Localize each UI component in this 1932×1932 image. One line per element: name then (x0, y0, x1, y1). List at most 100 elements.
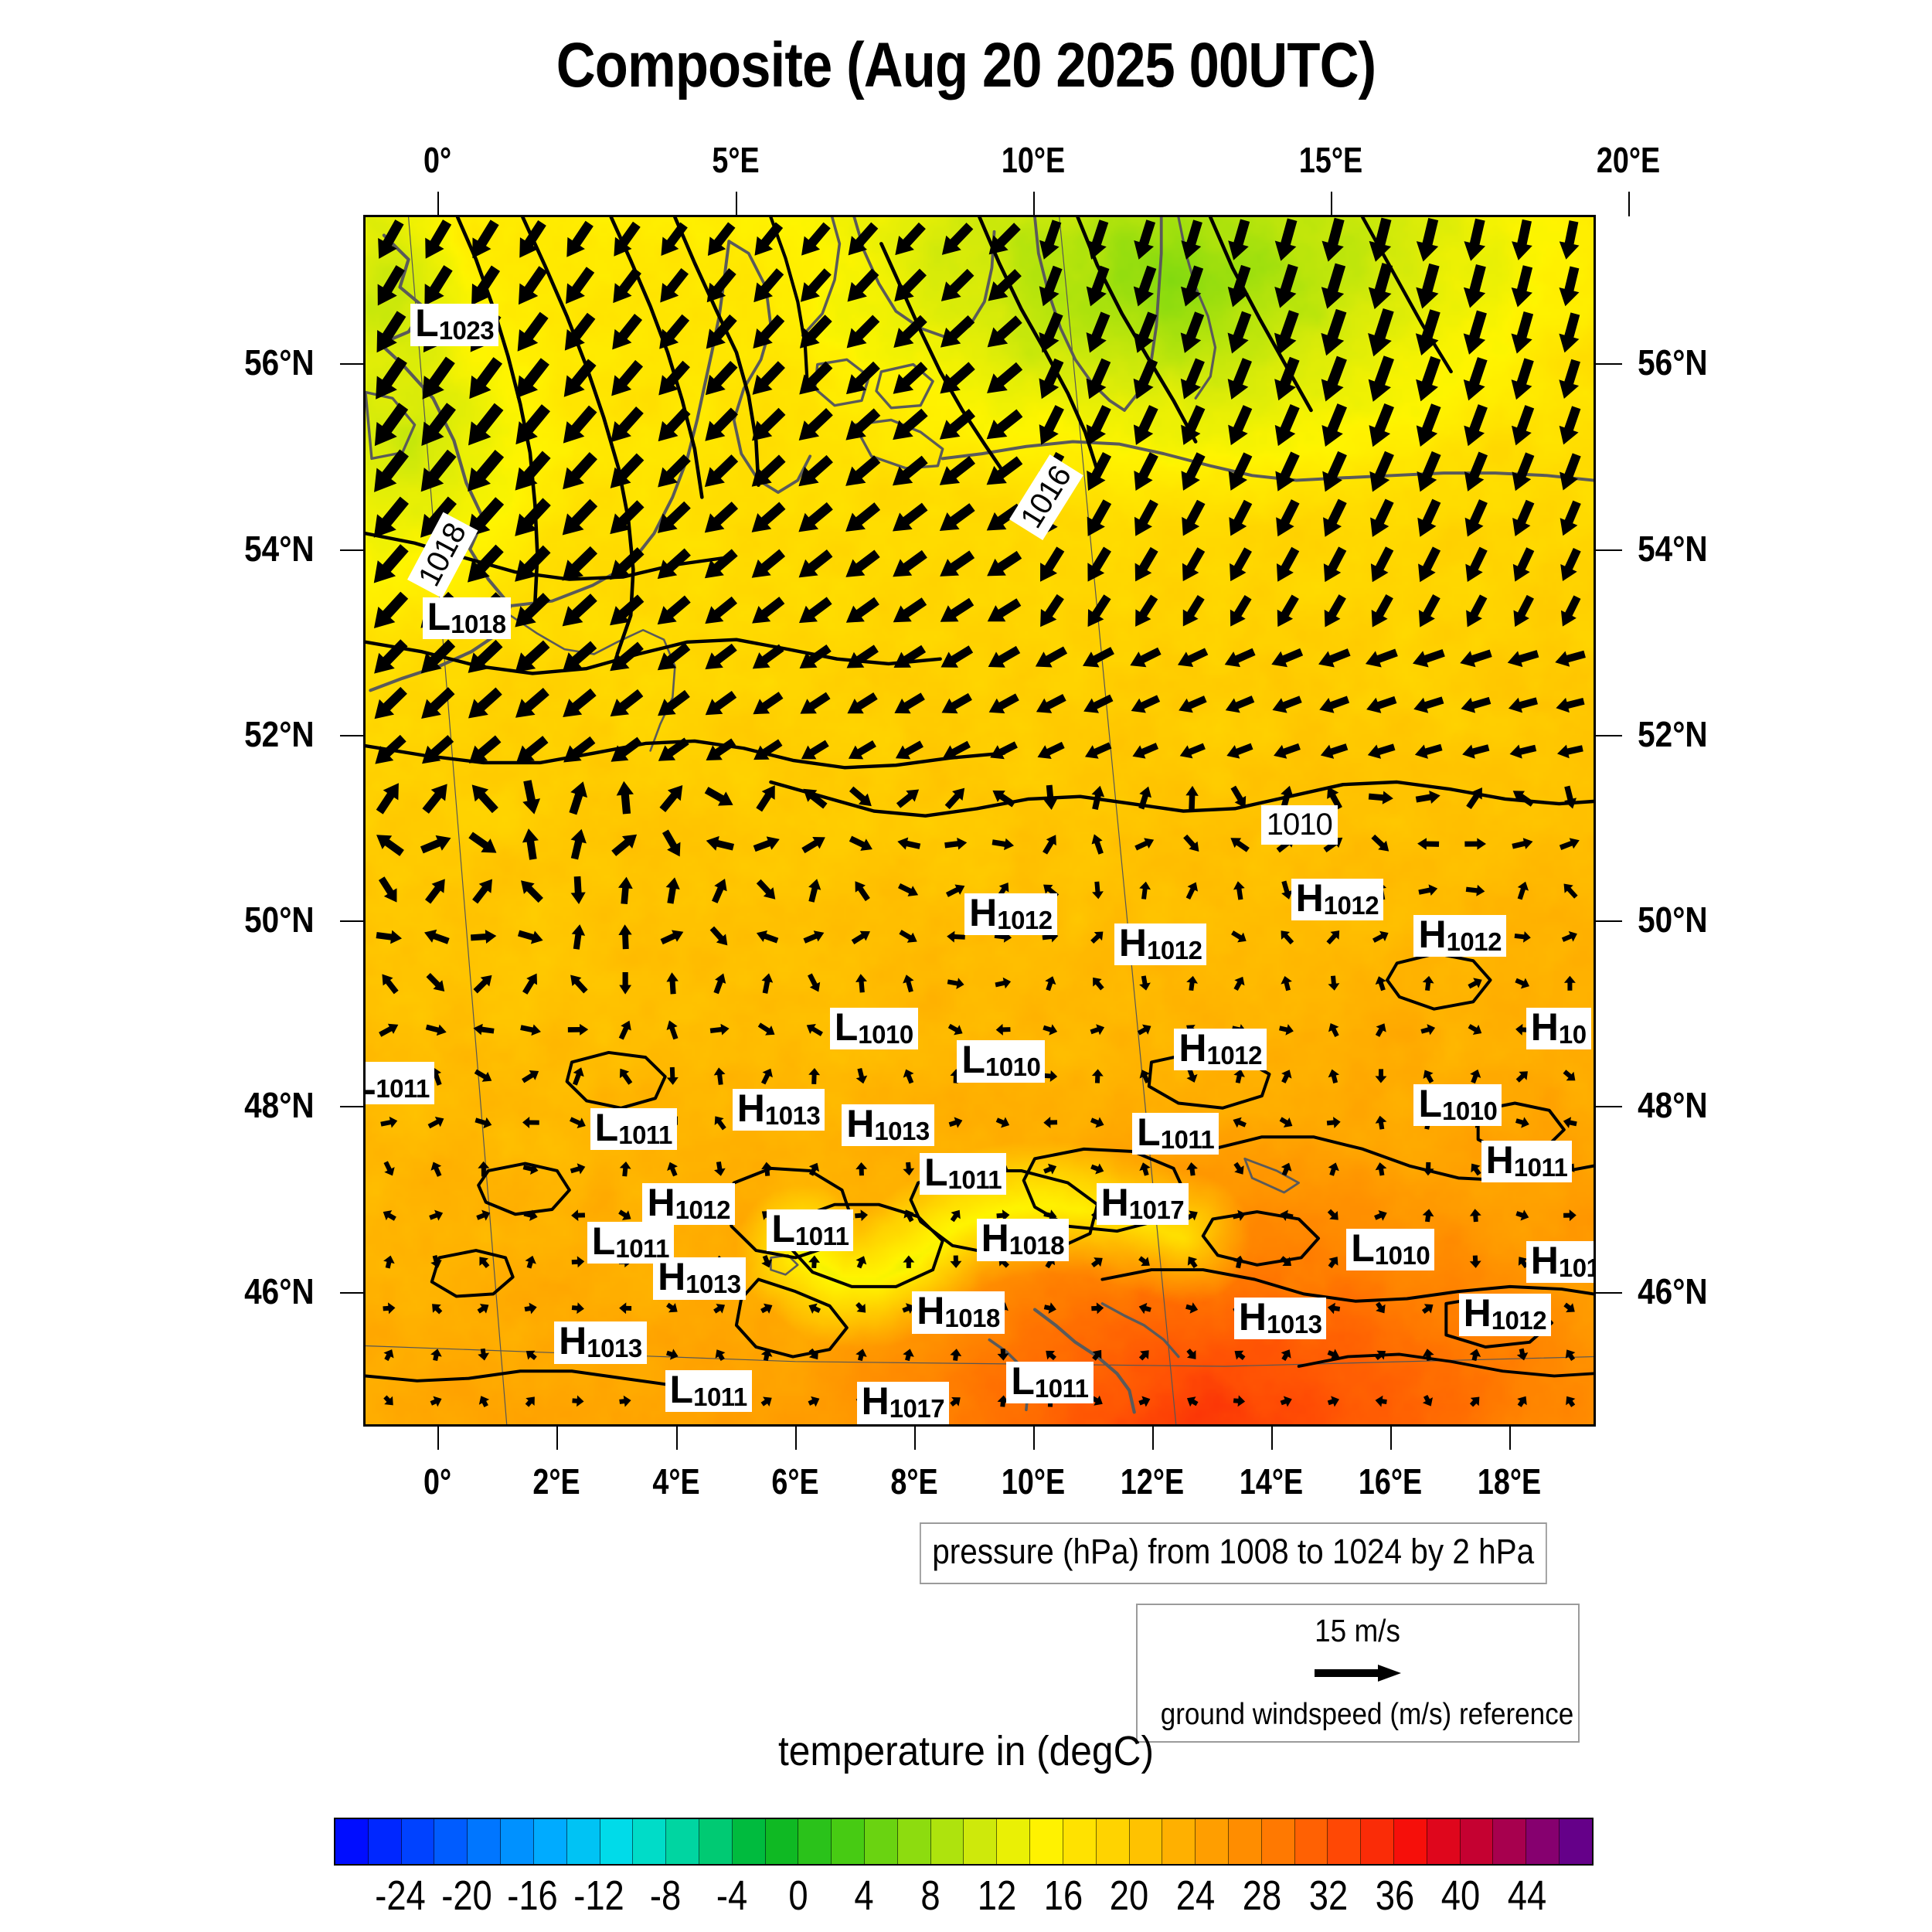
pressure-center-value: 1010 (1442, 1096, 1498, 1125)
pressure-center-symbol: H (861, 1379, 889, 1423)
pressure-center-value: 1010 (1374, 1240, 1430, 1270)
lon-label-bottom: 14°E (1239, 1461, 1304, 1502)
pressure-center-symbol: H (917, 1289, 945, 1333)
pressure-center-symbol: L (669, 1367, 694, 1411)
colorbar-segment (1261, 1819, 1295, 1864)
lat-tick-left (340, 920, 365, 923)
colorbar-segment (533, 1819, 567, 1864)
wind-reference-legend: 15 m/s ground windspeed (m/s) reference (1136, 1604, 1580, 1743)
colorbar-segment (1096, 1819, 1130, 1864)
colorbar-segment (699, 1819, 733, 1864)
pressure-center-symbol: H (1485, 1138, 1514, 1182)
colorbar-segment (765, 1819, 799, 1864)
lat-label-left: 46°N (244, 1270, 315, 1311)
pressure-center-marker: L1011 (1132, 1113, 1219, 1155)
pressure-center-symbol: H (1530, 1005, 1559, 1049)
pressure-center-value: 1017 (1128, 1195, 1185, 1224)
pressure-center-marker: L1011 (919, 1150, 1007, 1195)
lat-tick-left (340, 1291, 365, 1294)
colorbar-segment (1560, 1819, 1592, 1864)
lon-label-bottom: 12°E (1120, 1461, 1185, 1502)
lat-label-right: 50°N (1638, 900, 1708, 940)
lon-tick-bottom (437, 1427, 440, 1450)
colorbar-segment (666, 1819, 699, 1864)
pressure-center-marker: H1018 (912, 1289, 1005, 1334)
pressure-center-marker: L1011 (590, 1107, 677, 1151)
lat-tick-left (340, 1106, 365, 1108)
pressure-center-value: 1011 (1513, 1152, 1568, 1182)
pressure-center-marker: H1012 (1413, 912, 1506, 957)
pressure-center-marker: H1012 (964, 893, 1057, 936)
pressure-center-value: 1012 (997, 905, 1053, 934)
lon-tick-bottom (1151, 1427, 1154, 1450)
lon-label-top: 5°E (711, 140, 760, 180)
pressure-center-value: 1013 (685, 1270, 741, 1299)
pressure-center-value: 1013 (587, 1334, 642, 1363)
lon-tick-bottom (913, 1427, 916, 1450)
lon-tick-bottom (1390, 1427, 1393, 1450)
pressure-center-marker: H1017 (856, 1379, 950, 1424)
pressure-center-marker: L1010 (829, 1008, 918, 1050)
lon-label-top: 20°E (1597, 140, 1661, 180)
pressure-center-marker: H1018 (976, 1219, 1070, 1261)
lat-tick-right (1596, 549, 1622, 551)
pressure-center-symbol: H (658, 1255, 686, 1299)
colorbar-tick-label: 36 (1375, 1872, 1414, 1919)
colorbar-tick-label: 16 (1043, 1872, 1083, 1919)
colorbar-segment (964, 1819, 998, 1864)
pressure-center-symbol: H (1118, 920, 1148, 964)
pressure-center-symbol: H (1418, 912, 1447, 956)
colorbar-segment (1361, 1819, 1394, 1864)
colorbar-tick-label: 8 (920, 1872, 940, 1919)
colorbar-segment (832, 1819, 865, 1864)
pressure-center-marker: L1010 (1413, 1083, 1502, 1126)
lon-label-bottom: 2°E (532, 1461, 581, 1502)
lat-label-right: 52°N (1638, 713, 1708, 754)
pressure-center-value: 1017 (889, 1394, 945, 1423)
pressure-center-value: 1011 (1160, 1125, 1215, 1154)
temperature-colorbar[interactable] (334, 1818, 1594, 1866)
lon-label-top: 0° (423, 140, 452, 180)
lat-tick-left (340, 363, 365, 366)
lat-tick-left (340, 549, 365, 551)
colorbar-segment (468, 1819, 502, 1864)
colorbar-segment (865, 1819, 898, 1864)
lon-label-bottom: 18°E (1478, 1461, 1542, 1502)
colorbar-segment (1493, 1819, 1527, 1864)
colorbar-segment (434, 1819, 468, 1864)
colorbar-segment (335, 1819, 369, 1864)
colorbar-title: temperature in (degC) (778, 1728, 1154, 1774)
lon-tick-top (1331, 192, 1333, 216)
lat-label-left: 56°N (244, 342, 315, 383)
lon-tick-bottom (675, 1427, 678, 1450)
pressure-center-marker: L1011 (767, 1209, 854, 1252)
pressure-center-symbol: H (1238, 1294, 1267, 1338)
pressure-center-value: 1011 (794, 1221, 849, 1250)
pressure-center-marker: L1023 (410, 304, 499, 346)
page-title: Composite (Aug 20 2025 00UTC) (556, 30, 1376, 100)
lat-tick-right (1596, 1106, 1622, 1108)
lon-label-bottom: 16°E (1359, 1461, 1423, 1502)
lon-label-bottom: 8°E (890, 1461, 938, 1502)
colorbar-tick-label: 4 (854, 1872, 874, 1919)
lon-label-bottom: 10°E (1001, 1461, 1065, 1502)
pressure-center-value: 1011 (693, 1382, 747, 1411)
pressure-center-symbol: L (923, 1150, 948, 1194)
pressure-center-value: 1011 (1034, 1373, 1089, 1403)
lat-tick-right (1596, 734, 1622, 736)
lat-label-right: 54°N (1638, 528, 1708, 569)
lat-label-left: 50°N (244, 900, 315, 940)
colorbar-tick-label: 12 (977, 1872, 1017, 1919)
pressure-center-value: 101 (1558, 1253, 1594, 1282)
pressure-center-value: 1010 (858, 1020, 913, 1049)
map-plot-area[interactable]: L1023L1018L1011L1011H1013H1013L1010L1010… (363, 215, 1596, 1427)
lon-label-top: 10°E (1001, 140, 1065, 180)
pressure-center-value: 1012 (1491, 1306, 1547, 1335)
pressure-center-value: 1012 (1206, 1040, 1263, 1070)
colorbar-segment (930, 1819, 964, 1864)
colorbar-tick-label: 0 (787, 1872, 808, 1919)
pressure-center-symbol: H (559, 1319, 587, 1363)
pressure-center-marker: H1012 (1458, 1294, 1552, 1336)
pressure-center-marker: L1011 (366, 1062, 434, 1104)
pressure-center-symbol: H (647, 1180, 675, 1224)
